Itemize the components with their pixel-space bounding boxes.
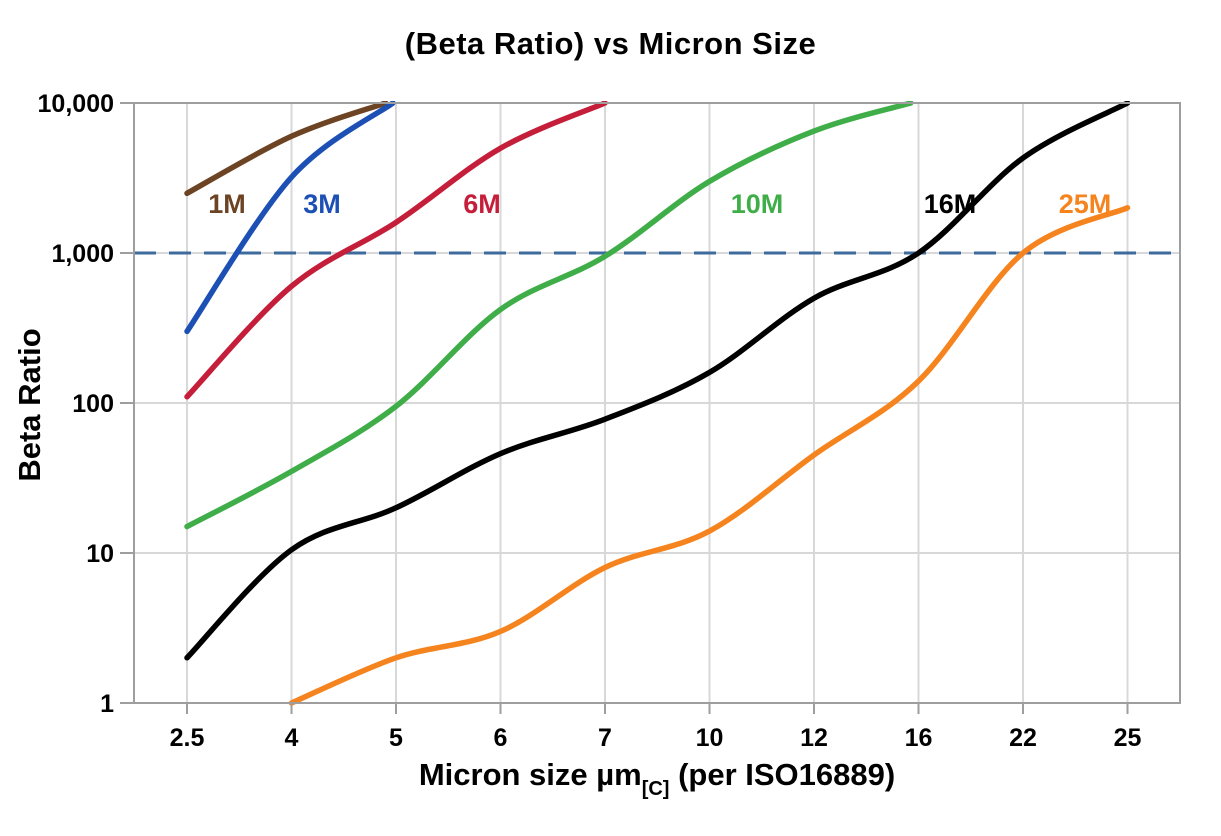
- y-tick-label: 10: [86, 540, 114, 568]
- series-label-10M: 10M: [731, 189, 784, 219]
- x-tick-label: 2.5: [170, 724, 205, 752]
- series-label-6M: 6M: [463, 189, 501, 219]
- x-tick-label: 4: [285, 724, 299, 752]
- y-tick-label: 100: [72, 390, 114, 418]
- x-tick-label: 22: [1009, 724, 1037, 752]
- x-tick-label: 25: [1114, 724, 1142, 752]
- series-label-16M: 16M: [924, 189, 977, 219]
- y-tick-label: 1,000: [51, 240, 114, 268]
- chart-title: (Beta Ratio) vs Micron Size: [404, 26, 817, 61]
- x-tick-label: 12: [800, 724, 828, 752]
- x-tick-label: 7: [598, 724, 612, 752]
- series-label-3M: 3M: [303, 189, 341, 219]
- series-label-25M: 25M: [1059, 189, 1112, 219]
- x-tick-label: 5: [389, 724, 403, 752]
- y-tick-label: 1: [100, 690, 114, 718]
- x-axis-title: Micron size µm[C] (per ISO16889): [134, 757, 1180, 801]
- series-label-1M: 1M: [208, 189, 246, 219]
- series-curve-25M: [288, 205, 1131, 706]
- series-curve-16M: [184, 101, 1131, 661]
- x-axis-title-suffix: (per ISO16889): [669, 757, 896, 792]
- x-tick-label: 10: [696, 724, 724, 752]
- x-tick-label: 16: [905, 724, 933, 752]
- series-curve-1M: [184, 101, 389, 197]
- y-tick-label: 10,000: [38, 90, 114, 118]
- x-axis-title-main: Micron size µm: [418, 757, 642, 792]
- series-curve-10M: [184, 101, 914, 530]
- series-curve-3M: [184, 101, 396, 335]
- x-tick-label: 6: [494, 724, 508, 752]
- x-axis-title-subscript: [C]: [641, 778, 670, 800]
- series-curve-6M: [184, 101, 608, 400]
